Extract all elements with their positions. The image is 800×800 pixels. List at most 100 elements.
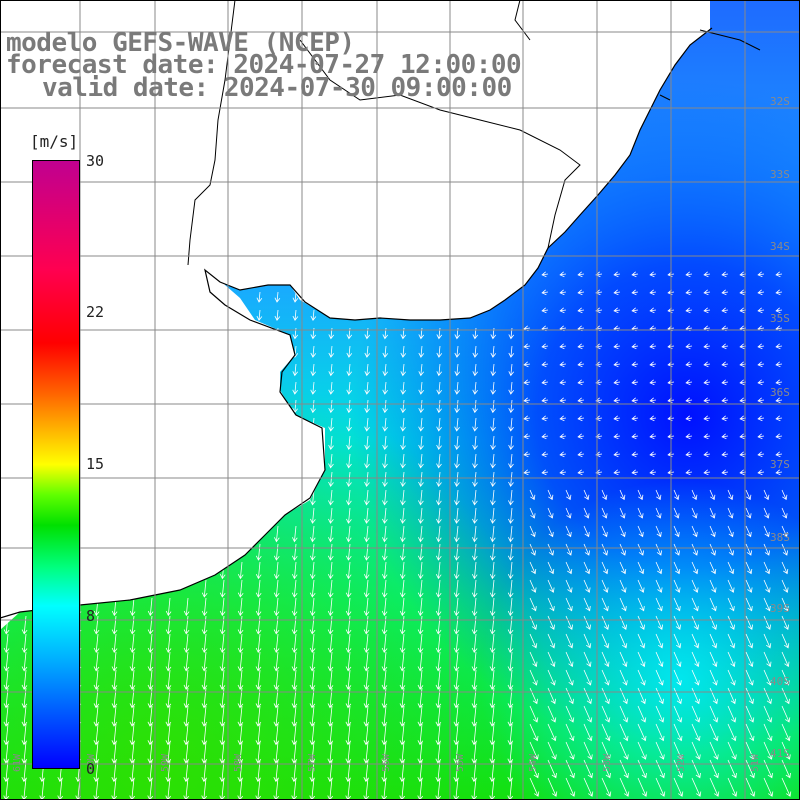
wind-arrow (637, 579, 645, 593)
wind-arrow (309, 597, 316, 617)
wind-arrow (655, 597, 663, 612)
latitude-label: 39S (770, 602, 790, 615)
wind-arrow (631, 361, 639, 368)
wind-arrow (346, 453, 352, 469)
wind-arrow (559, 271, 567, 278)
wind-arrow (201, 669, 208, 690)
wind-arrow (454, 489, 460, 506)
wind-arrow (165, 651, 172, 672)
wind-arrow (417, 615, 424, 635)
wind-arrow (775, 451, 783, 458)
wind-arrow (219, 633, 226, 654)
wind-arrow (381, 597, 388, 617)
wind-arrow (273, 543, 280, 561)
wind-arrow (345, 651, 352, 672)
wind-arrow (165, 633, 172, 654)
wind-arrow (619, 561, 627, 575)
wind-arrow (613, 451, 621, 458)
wind-arrow (454, 345, 461, 358)
wind-arrow (21, 651, 28, 672)
wind-arrow (454, 363, 461, 377)
longitude-label: 52W (676, 753, 687, 772)
wind-arrow (529, 777, 540, 797)
wind-arrow (601, 723, 611, 742)
wind-arrow (547, 489, 554, 501)
latitude-label: 36S (770, 386, 790, 399)
longitude-label: 53W (602, 753, 613, 772)
wind-arrow (529, 489, 536, 501)
wind-arrow (219, 651, 226, 672)
wind-arrow (381, 579, 388, 598)
longitude-labels: 61W 60W 59W 58W 57W 56W 55W 54W 53W 52W 51W (12, 753, 761, 772)
wind-arrow (583, 651, 592, 668)
wind-arrow (691, 507, 698, 519)
wind-arrow (364, 489, 370, 506)
wind-arrow (763, 543, 770, 556)
wind-arrow (601, 579, 609, 593)
wind-arrow (489, 543, 496, 561)
wind-arrow (363, 579, 370, 598)
wind-arrow (435, 597, 442, 617)
wind-arrow (417, 561, 424, 580)
wind-arrow (673, 615, 681, 630)
wind-arrow (577, 451, 585, 458)
wind-arrow (673, 759, 683, 779)
wind-arrow (637, 741, 647, 760)
wind-arrow (183, 669, 190, 690)
wind-arrow (273, 669, 280, 690)
wind-arrow (291, 615, 298, 635)
wind-arrow (472, 507, 478, 524)
wind-arrow (565, 687, 574, 705)
wind-arrow (727, 633, 736, 649)
wind-arrow (655, 687, 664, 705)
wind-arrow (775, 307, 783, 314)
wind-arrow (291, 633, 298, 654)
wind-arrow (721, 271, 729, 278)
wind-arrow (291, 579, 298, 598)
wind-arrow (237, 651, 244, 672)
wind-arrow (291, 687, 298, 709)
wind-arrow (655, 561, 663, 575)
wind-arrow (489, 615, 496, 635)
wind-arrow (310, 309, 317, 321)
wind-arrow (183, 597, 190, 617)
wind-arrow (763, 687, 772, 705)
wind-arrow (328, 381, 335, 395)
wind-arrow (219, 705, 226, 727)
wind-arrow (327, 633, 334, 654)
wind-arrow (363, 669, 370, 690)
wind-arrow (655, 723, 665, 742)
wind-arrow (559, 451, 567, 458)
wind-arrow (757, 451, 765, 458)
wind-arrow (237, 705, 244, 727)
wind-arrow (577, 379, 585, 386)
wind-arrow (237, 579, 244, 598)
wind-arrow (435, 687, 442, 709)
wind-arrow (255, 543, 262, 561)
wind-arrow (703, 289, 711, 296)
wind-arrow (418, 363, 425, 377)
wind-arrow (508, 345, 515, 358)
wind-arrow (673, 525, 680, 538)
wind-arrow (691, 597, 699, 612)
wind-arrow (435, 633, 442, 654)
wind-arrow (523, 343, 531, 350)
wind-arrow (781, 561, 789, 575)
wind-arrow (507, 543, 514, 561)
wind-arrow (436, 345, 443, 358)
wind-arrow (565, 705, 575, 723)
longitude-label: 54W (528, 753, 539, 772)
wind-arrow (490, 435, 496, 451)
wind-arrow (529, 741, 539, 760)
wind-arrow (541, 451, 549, 458)
wind-arrow (757, 289, 765, 296)
wind-arrow (381, 615, 388, 635)
wind-arrow (255, 705, 262, 727)
wind-arrow (649, 451, 657, 458)
wind-arrow (274, 291, 281, 303)
wind-arrow (399, 705, 406, 727)
wind-arrow (637, 543, 644, 556)
wind-arrow (565, 579, 573, 593)
wind-arrow (363, 597, 370, 617)
wind-arrow (490, 525, 496, 543)
